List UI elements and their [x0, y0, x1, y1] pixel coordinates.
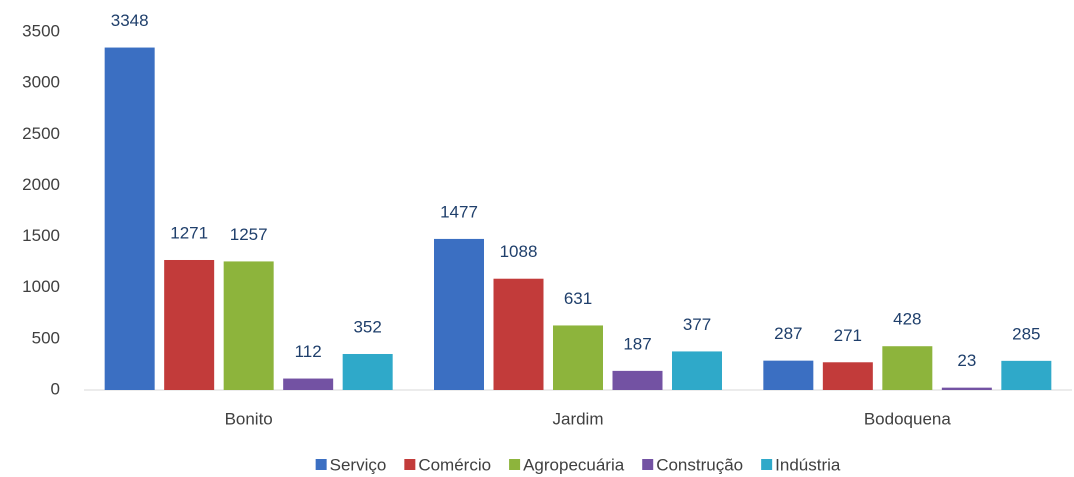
x-tick-label: Jardim: [552, 409, 603, 428]
data-label: 23: [957, 351, 976, 370]
y-tick-label: 500: [32, 328, 60, 347]
legend-swatch: [315, 459, 327, 470]
data-label: 352: [353, 317, 381, 336]
bar: [1001, 360, 1052, 390]
legend-label: Comércio: [418, 455, 491, 474]
bar: [822, 362, 873, 390]
y-tick-label: 3500: [22, 21, 60, 40]
data-label: 1271: [170, 223, 208, 242]
data-label: 285: [1012, 324, 1040, 343]
data-label: 1257: [230, 225, 268, 244]
data-label: 1088: [500, 242, 538, 261]
bar: [164, 259, 215, 390]
legend-swatch: [642, 459, 654, 470]
data-label: 1477: [440, 202, 478, 221]
y-tick-label: 1000: [22, 277, 60, 296]
y-tick-label: 2000: [22, 175, 60, 194]
legend-swatch: [509, 459, 521, 470]
bar: [553, 325, 603, 390]
data-label: 3348: [111, 11, 149, 30]
x-tick-label: Bonito: [225, 409, 273, 428]
legend-swatch: [761, 459, 773, 470]
y-tick-label: 3000: [22, 73, 60, 92]
bar: [612, 370, 663, 390]
y-tick-label: 0: [51, 379, 60, 398]
data-label: 631: [564, 289, 592, 308]
bar: [493, 278, 544, 390]
bar: [283, 378, 334, 390]
legend-label: Agropecuária: [523, 455, 625, 474]
bar: [342, 353, 393, 390]
data-label: 187: [623, 334, 651, 353]
bar: [763, 360, 814, 390]
data-label: 112: [295, 342, 322, 361]
data-label: 287: [774, 324, 802, 343]
data-label: 271: [834, 326, 862, 345]
legend-label: Serviço: [330, 455, 387, 474]
data-label: 428: [893, 310, 921, 329]
bar: [672, 351, 722, 390]
legend-label: Construção: [656, 455, 743, 474]
bar: [434, 238, 484, 390]
y-tick-label: 2500: [22, 124, 60, 143]
bar: [882, 346, 933, 390]
x-tick-label: Bodoquena: [864, 409, 952, 428]
bar: [104, 47, 155, 391]
legend-swatch: [404, 459, 416, 470]
legend-label: Indústria: [775, 455, 841, 474]
data-label: 377: [683, 315, 711, 334]
y-tick-label: 1500: [22, 226, 60, 245]
bar: [941, 387, 992, 390]
bar: [223, 261, 274, 390]
